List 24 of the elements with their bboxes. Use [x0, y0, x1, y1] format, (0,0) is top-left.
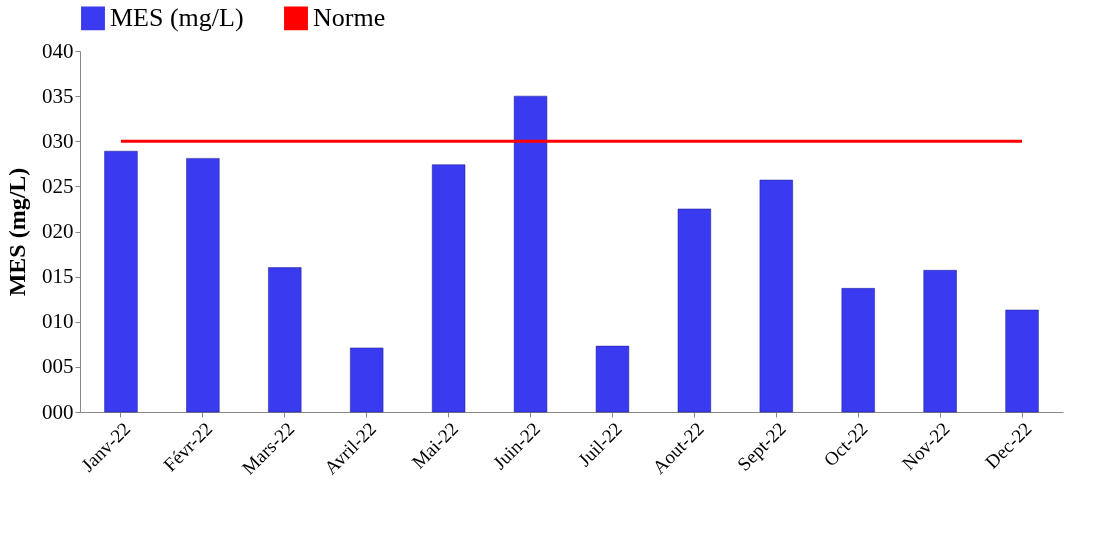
y-tick-label: 025 [42, 173, 74, 198]
bar [513, 95, 548, 413]
bar [1005, 309, 1039, 413]
y-tick-label: 005 [42, 354, 74, 379]
bar [350, 347, 384, 413]
y-tick-label: 020 [42, 219, 74, 243]
bar [595, 345, 630, 413]
y-tick-label: 000 [42, 399, 74, 424]
bar [431, 164, 466, 413]
bar [268, 267, 302, 413]
legend-label: MES (mg/L) [110, 3, 244, 33]
y-tick-label: 015 [42, 264, 74, 289]
bar [677, 208, 712, 413]
y-axis-title: MES (mg/L) [4, 167, 30, 297]
y-tick-label: 035 [42, 83, 74, 108]
bar [186, 158, 220, 413]
y-tick-label: 010 [42, 309, 74, 334]
bar [104, 150, 138, 413]
bar [759, 179, 793, 413]
bar [841, 288, 875, 413]
y-tick-label: 030 [42, 128, 74, 153]
bar [923, 270, 957, 413]
y-tick-label: 040 [42, 38, 74, 63]
legend-label: Norme [313, 3, 386, 33]
